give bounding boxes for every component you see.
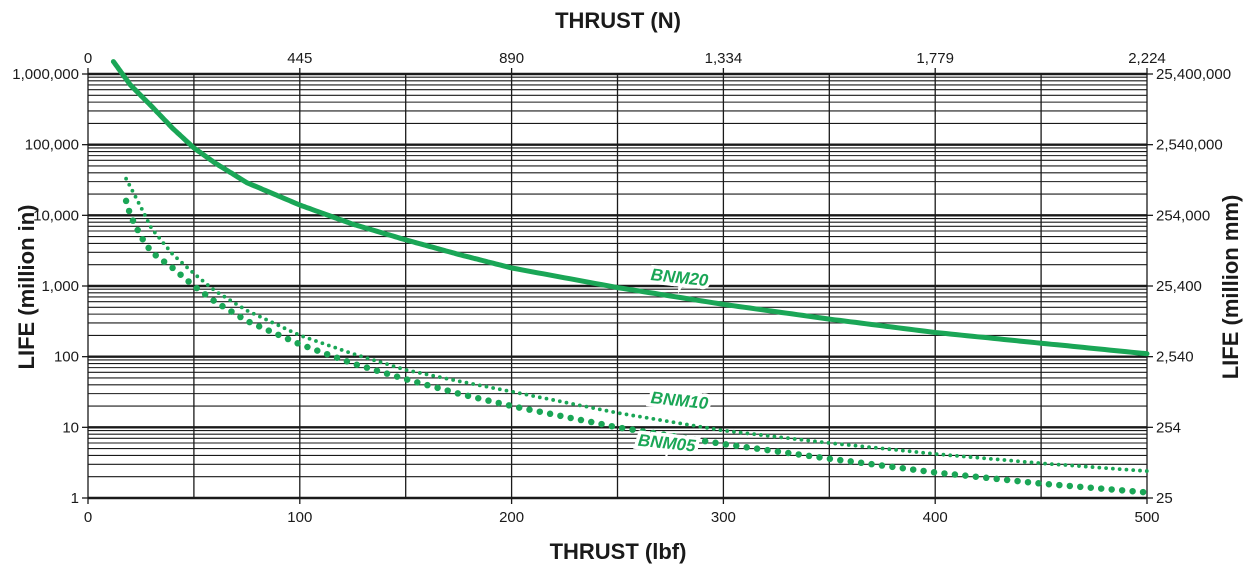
x-top-tick-label: 1,779 xyxy=(916,50,954,67)
x-bottom-tick-label: 400 xyxy=(923,509,948,526)
x-bottom-tick-label: 0 xyxy=(84,509,92,526)
x-top-tick-label: 0 xyxy=(84,50,92,67)
left-axis-title: LIFE (million in) xyxy=(14,205,39,370)
y-right-tick-label: 25,400 xyxy=(1156,278,1202,295)
y-right-tick-label: 254 xyxy=(1156,419,1181,436)
top-axis-title: THRUST (N) xyxy=(555,8,681,33)
right-axis-title: LIFE (million mm) xyxy=(1218,195,1243,380)
series-bnm20 xyxy=(113,61,1147,353)
x-bottom-tick-label: 500 xyxy=(1134,509,1159,526)
y-left-tick-label: 10 xyxy=(62,419,79,436)
x-top-tick-label: 1,334 xyxy=(705,50,743,67)
x-top-tick-label: 2,224 xyxy=(1128,50,1166,67)
y-left-tick-label: 1 xyxy=(71,490,79,507)
y-right-tick-label: 2,540,000 xyxy=(1156,137,1223,154)
y-left-tick-label: 100 xyxy=(54,349,79,366)
y-right-tick-label: 254,000 xyxy=(1156,207,1210,224)
x-top-tick-label: 445 xyxy=(287,50,312,67)
x-bottom-tick-label: 300 xyxy=(711,509,736,526)
x-bottom-tick-label: 200 xyxy=(499,509,524,526)
y-left-tick-label: 10,000 xyxy=(33,207,79,224)
x-top-tick-label: 890 xyxy=(499,50,524,67)
series-label-bnm10: BNM10 xyxy=(650,388,710,413)
y-left-tick-label: 100,000 xyxy=(25,137,79,154)
x-bottom-tick-label: 100 xyxy=(287,509,312,526)
y-right-tick-label: 2,540 xyxy=(1156,349,1194,366)
y-right-tick-label: 25,400,000 xyxy=(1156,66,1231,83)
y-left-tick-label: 1,000,000 xyxy=(12,66,79,83)
y-right-tick-label: 25 xyxy=(1156,490,1173,507)
y-left-tick-label: 1,000 xyxy=(41,278,79,295)
curve-bnm20 xyxy=(113,62,1147,354)
bottom-axis-title: THRUST (lbf) xyxy=(550,539,687,564)
